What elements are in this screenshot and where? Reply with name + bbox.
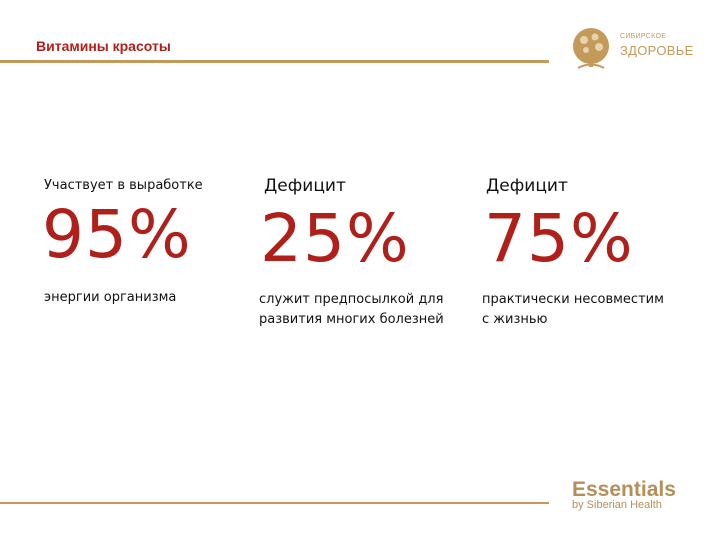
essentials-tagline: by Siberian Health (572, 499, 662, 511)
stat-description: практически несовместим с жизнью (482, 290, 664, 330)
siberian-health-logo: СИБИРСКОЕ ЗДОРОВЬЕ (568, 25, 693, 75)
stat-label: Дефицит (486, 176, 568, 196)
stat-description-line: практически несовместим (482, 292, 664, 307)
stat-percent: 75% (484, 200, 634, 277)
footer-divider (0, 502, 549, 504)
stat-description-line: служит предпосылкой для (259, 292, 444, 307)
stat-description-line: развития многих болезней (259, 312, 444, 327)
stat-description-line: энергии организма (44, 290, 177, 305)
stat-percent: 95% (42, 196, 192, 273)
stat-label: Дефицит (264, 176, 346, 196)
tree-icon (573, 28, 609, 69)
stat-label: Участвует в выработке (44, 178, 203, 193)
stat-description: энергии организма (44, 288, 176, 308)
stat-percent: 25% (260, 200, 410, 277)
stat-description-line: с жизнью (482, 312, 548, 327)
logo-text-top: СИБИРСКОЕ (620, 33, 667, 40)
essentials-logo: Essentials (572, 478, 676, 501)
header-divider (0, 60, 549, 63)
stat-description: служит предпосылкой для развития многих … (259, 290, 444, 330)
logo-text-main: ЗДОРОВЬЕ (620, 43, 694, 58)
page-title: Витамины красоты (36, 38, 171, 54)
